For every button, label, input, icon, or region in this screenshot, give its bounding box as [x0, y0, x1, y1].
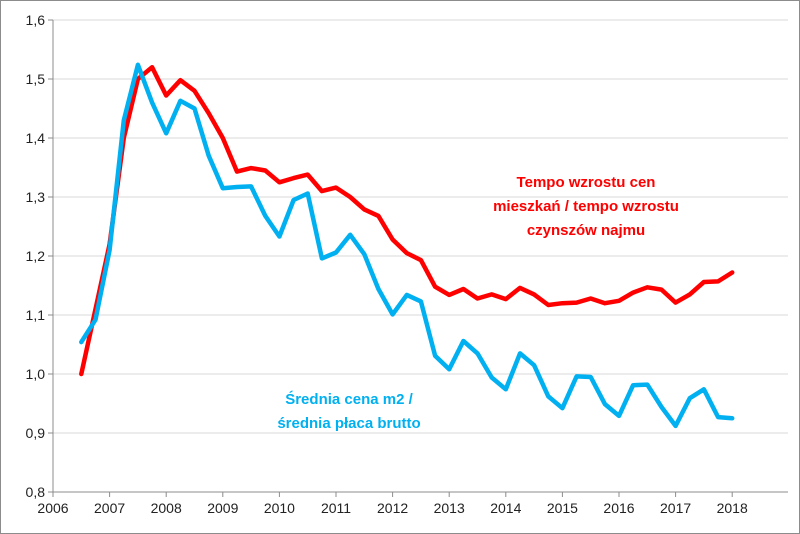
x-tick-label: 2014 [490, 500, 521, 516]
x-tick-label: 2018 [717, 500, 748, 516]
y-tick-label: 1,4 [26, 130, 46, 146]
y-tick-label: 0,8 [26, 484, 46, 500]
annotation-label: Tempo wzrostu cen [517, 174, 656, 191]
x-tick-label: 2016 [603, 500, 634, 516]
x-tick-label: 2009 [207, 500, 238, 516]
y-tick-label: 1,3 [26, 189, 46, 205]
annotation-label: czynszów najmu [527, 222, 645, 239]
x-tick-label: 2017 [660, 500, 691, 516]
x-tick-label: 2006 [37, 500, 68, 516]
x-tick-label: 2011 [321, 500, 351, 516]
annotation-label: średnia płaca brutto [277, 415, 420, 432]
x-tick-label: 2015 [547, 500, 578, 516]
x-tick-label: 2012 [377, 500, 408, 516]
series-line-red [79, 64, 735, 377]
x-tick-label: 2013 [434, 500, 465, 516]
y-tick-label: 1,2 [26, 248, 46, 264]
annotation-label: Średnia cena m2 / [285, 390, 413, 408]
x-tick-label: 2007 [94, 500, 125, 516]
x-tick-label: 2010 [264, 500, 295, 516]
x-tick-label: 2008 [151, 500, 182, 516]
y-tick-label: 1,5 [26, 71, 46, 87]
annotation-label: mieszkań / tempo wzrostu [493, 198, 679, 215]
y-tick-label: 1,1 [26, 307, 46, 323]
y-tick-label: 0,9 [26, 425, 46, 441]
y-tick-label: 1,0 [26, 366, 46, 382]
series-line-blue [79, 62, 735, 429]
y-tick-label: 1,6 [26, 12, 46, 28]
